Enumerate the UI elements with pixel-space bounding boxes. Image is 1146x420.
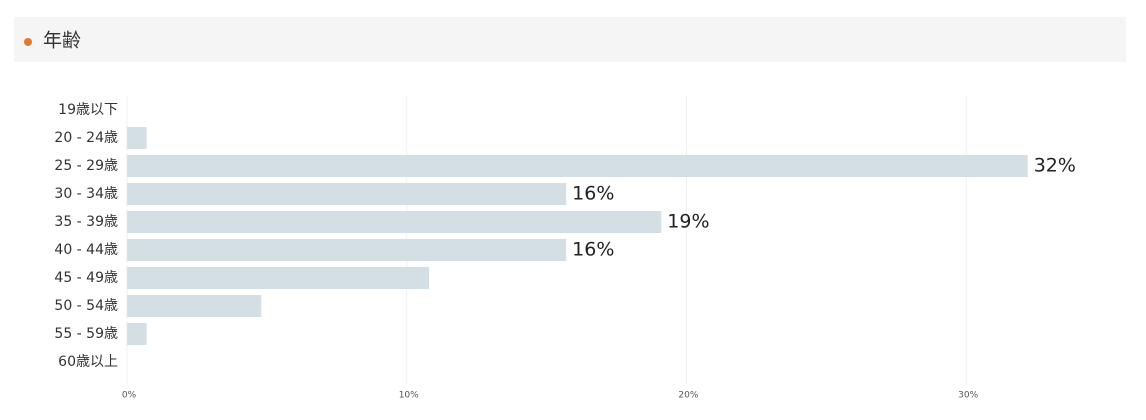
bar [127, 239, 567, 261]
y-tick-label: 19歳以下 [58, 102, 118, 118]
x-tick-label: 10% [399, 391, 419, 401]
value-label: 16% [572, 239, 614, 261]
bar [127, 155, 1028, 177]
value-label: 19% [667, 211, 709, 233]
x-tick-label: 30% [958, 391, 978, 401]
bar [127, 295, 262, 317]
value-label: 32% [1034, 155, 1076, 177]
y-tick-label: 35 - 39歳 [54, 214, 118, 230]
y-tick-label: 60歳以上 [58, 354, 118, 370]
bar [127, 267, 430, 289]
bar [127, 183, 567, 205]
bar [127, 127, 147, 149]
bar [127, 323, 147, 345]
y-tick-label: 55 - 59歳 [54, 326, 118, 342]
y-tick-label: 45 - 49歳 [54, 270, 118, 286]
chart-title: 年齢 [43, 30, 81, 52]
bar [127, 211, 662, 233]
x-tick-label: 20% [678, 391, 698, 401]
y-tick-label: 20 - 24歳 [54, 130, 118, 146]
value-label: 16% [572, 183, 614, 205]
y-tick-label: 40 - 44歳 [54, 242, 118, 258]
y-tick-label: 25 - 29歳 [54, 158, 118, 174]
y-tick-label: 50 - 54歳 [54, 298, 118, 314]
header-band [14, 17, 1126, 62]
x-tick-label: 0% [122, 391, 137, 401]
y-tick-label: 30 - 34歳 [54, 186, 118, 202]
header-dot [24, 38, 32, 46]
